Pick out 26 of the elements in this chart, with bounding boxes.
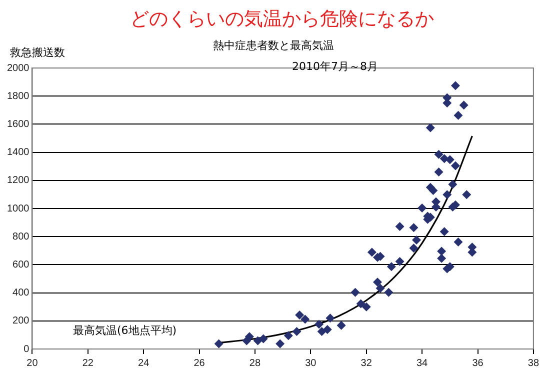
y-tick-label: 200 bbox=[12, 316, 30, 327]
y-tick-label: 1400 bbox=[6, 147, 30, 158]
y-tick-label: 0 bbox=[24, 344, 30, 355]
x-tick-label: 38 bbox=[528, 358, 540, 369]
chart-title: どのくらいの気温から危険になるか bbox=[130, 7, 434, 32]
x-tick-label: 22 bbox=[82, 358, 94, 369]
x-tick-label: 36 bbox=[472, 358, 484, 369]
x-tick-label: 30 bbox=[305, 358, 317, 369]
x-tick-label: 26 bbox=[194, 358, 206, 369]
y-tick-label: 1800 bbox=[6, 90, 30, 102]
x-tick-label: 28 bbox=[249, 358, 261, 369]
y-tick-label: 2000 bbox=[6, 62, 30, 74]
x-tick-label: 20 bbox=[26, 358, 38, 369]
y-tick-label: 800 bbox=[12, 231, 30, 242]
x-tick-label: 32 bbox=[360, 358, 372, 369]
x-tick-label: 34 bbox=[416, 358, 428, 369]
annotation: 2010年7月～8月 bbox=[292, 59, 378, 74]
y-axis-title: 救急搬送数 bbox=[10, 45, 65, 60]
x-axis-title: 最高気温(6地点平均) bbox=[73, 323, 177, 338]
chart-subtitle: 熱中症患者数と最高気温 bbox=[213, 38, 334, 53]
x-tick-label: 24 bbox=[138, 358, 150, 369]
y-tick-label: 1000 bbox=[6, 203, 30, 214]
y-tick-label: 1200 bbox=[6, 175, 30, 186]
y-tick-label: 600 bbox=[12, 259, 30, 270]
y-tick-label: 1600 bbox=[6, 118, 30, 130]
y-tick-label: 400 bbox=[12, 288, 30, 299]
